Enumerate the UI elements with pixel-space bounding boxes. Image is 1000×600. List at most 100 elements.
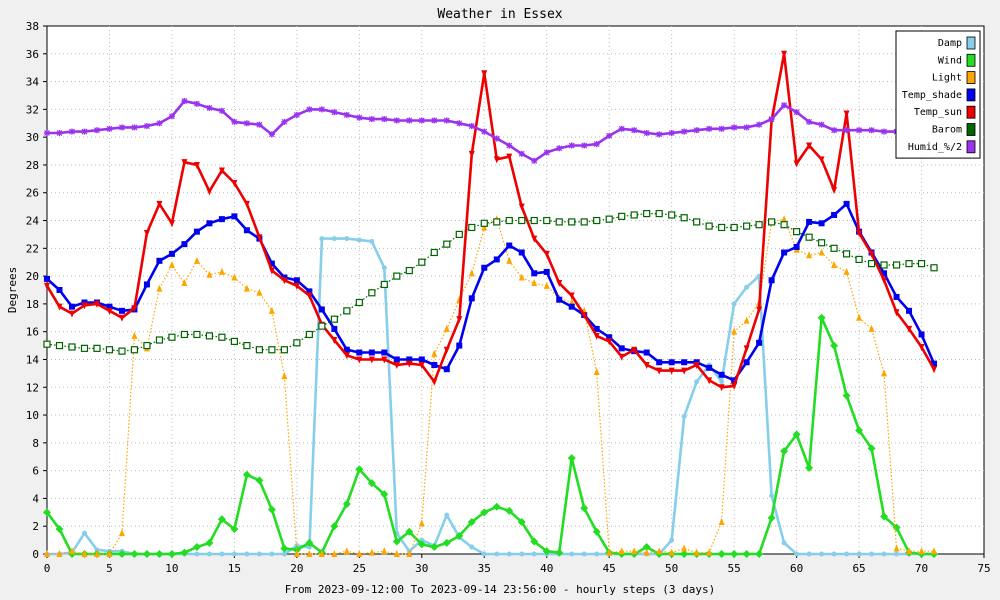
series-humid-2 — [44, 98, 913, 164]
data-point-barom — [543, 216, 551, 225]
star-stroke — [431, 117, 438, 124]
data-point-barom — [105, 346, 114, 354]
data-point-humid-2 — [556, 145, 563, 152]
x-tick-label: 50 — [665, 562, 678, 575]
data-point-temp-shade — [656, 359, 663, 366]
data-point-damp — [856, 551, 862, 557]
data-point-temp-shade — [143, 281, 150, 288]
data-point-humid-2 — [681, 128, 688, 135]
data-point-temp-shade — [806, 218, 813, 225]
data-point-humid-2 — [306, 106, 313, 113]
data-point-temp-sun — [893, 309, 900, 317]
legend-label-light: Light — [932, 73, 962, 84]
data-point-temp-sun — [706, 377, 713, 385]
data-point-wind — [367, 479, 376, 488]
data-point-damp — [594, 551, 600, 557]
star-stroke — [243, 120, 250, 127]
legend-swatch-temp-sun — [966, 105, 976, 119]
data-point-temp-shade — [481, 264, 488, 271]
data-point-humid-2 — [256, 121, 263, 128]
data-point-wind — [130, 550, 139, 558]
y-tick-label: 0 — [32, 548, 39, 561]
star-stroke — [231, 118, 238, 125]
x-tick-label: 30 — [415, 562, 428, 575]
data-point-humid-2 — [393, 117, 400, 124]
star-stroke — [543, 149, 550, 156]
data-point-temp-sun — [118, 314, 125, 322]
data-point-temp-sun — [918, 343, 925, 351]
series-line-humid-2 — [47, 99, 909, 163]
data-point-damp — [81, 530, 87, 536]
data-point-light — [868, 324, 875, 332]
data-point-humid-2 — [331, 109, 338, 116]
data-point-damp — [369, 238, 375, 244]
star-stroke — [868, 127, 875, 134]
data-point-barom — [280, 346, 288, 354]
data-point-wind — [192, 543, 201, 552]
data-point-temp-sun — [293, 282, 300, 290]
data-point-damp — [306, 544, 312, 550]
data-point-barom — [330, 315, 338, 323]
y-tick-label: 20 — [26, 270, 39, 283]
data-point-humid-2 — [843, 127, 850, 134]
y-tick-label: 18 — [26, 298, 39, 311]
data-point-damp — [519, 551, 525, 557]
data-point-barom — [530, 216, 538, 225]
data-point-temp-shade — [781, 249, 788, 256]
x-tick-label: 70 — [915, 562, 928, 575]
y-tick-label: 14 — [26, 353, 40, 366]
data-point-wind — [830, 341, 839, 350]
data-point-wind — [405, 527, 414, 536]
data-point-damp — [494, 551, 500, 557]
x-tick-label: 10 — [165, 562, 178, 575]
data-point-light — [418, 519, 425, 527]
data-point-temp-shade — [68, 303, 75, 310]
x-tick-label: 25 — [353, 562, 366, 575]
data-point-wind — [117, 550, 126, 558]
data-point-temp-shade — [181, 241, 188, 248]
data-point-temp-shade — [293, 277, 300, 284]
data-point-temp-shade — [231, 213, 238, 220]
data-point-temp-sun — [81, 302, 88, 310]
data-point-barom — [780, 221, 788, 229]
star-stroke — [706, 125, 713, 132]
data-point-damp — [531, 551, 537, 557]
data-point-wind — [55, 524, 64, 533]
data-point-temp-sun — [56, 303, 63, 311]
data-point-temp-sun — [281, 277, 288, 285]
data-point-barom — [180, 330, 189, 339]
star-stroke — [556, 145, 563, 152]
data-point-light — [668, 548, 675, 556]
data-point-barom — [743, 222, 751, 230]
data-point-humid-2 — [731, 124, 738, 131]
data-point-temp-shade — [706, 364, 713, 371]
data-point-humid-2 — [93, 127, 100, 134]
star-stroke — [656, 131, 663, 138]
data-point-light — [806, 251, 813, 259]
data-point-temp-sun — [543, 250, 550, 258]
data-point-humid-2 — [143, 123, 150, 130]
data-point-light — [918, 547, 925, 555]
star-stroke — [493, 135, 500, 142]
data-point-temp-sun — [593, 332, 600, 340]
data-point-damp — [881, 551, 887, 557]
star-stroke — [343, 112, 350, 118]
chart-title: Weather in Essex — [437, 7, 562, 22]
data-point-temp-shade — [793, 243, 800, 250]
data-point-humid-2 — [343, 111, 350, 118]
data-point-temp-sun — [206, 188, 213, 196]
star-stroke — [169, 113, 175, 120]
data-point-wind — [330, 522, 339, 531]
data-point-barom — [480, 219, 488, 227]
data-point-light — [543, 281, 550, 289]
star-stroke — [881, 128, 887, 135]
y-tick-label: 10 — [26, 409, 39, 422]
data-point-wind — [892, 523, 901, 532]
data-point-barom — [618, 212, 626, 220]
data-point-temp-sun — [156, 200, 163, 208]
data-point-light — [393, 550, 400, 557]
legend: Damp Wind Light Temp_shade Temp_sun Barom Humi… — [895, 30, 981, 159]
data-point-humid-2 — [618, 125, 625, 132]
